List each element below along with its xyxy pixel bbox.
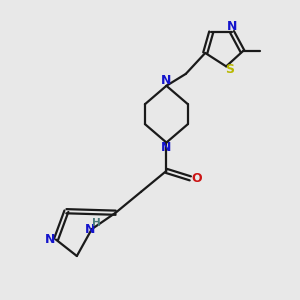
Text: N: N <box>85 223 95 236</box>
Text: O: O <box>192 172 202 185</box>
Text: N: N <box>227 20 237 33</box>
Text: S: S <box>225 64 234 76</box>
Text: H: H <box>92 218 101 228</box>
Text: N: N <box>161 74 172 87</box>
Text: N: N <box>45 233 56 246</box>
Text: N: N <box>161 141 172 154</box>
